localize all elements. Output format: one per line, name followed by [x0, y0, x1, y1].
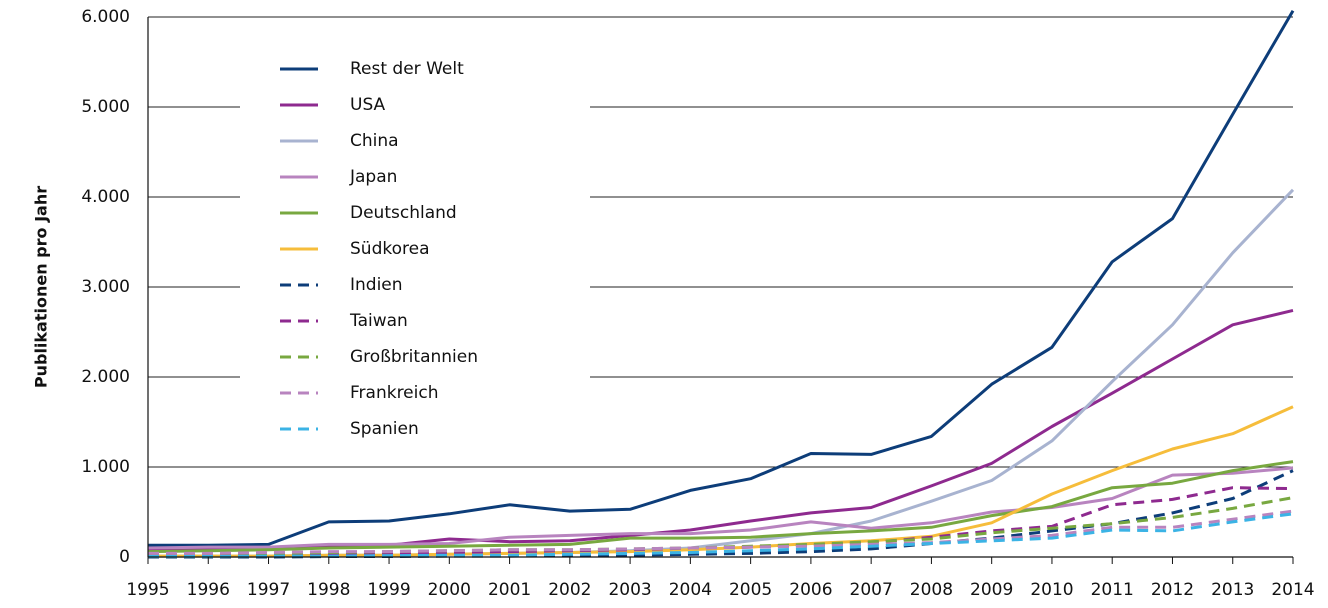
- legend-label: Großbritannien: [350, 347, 478, 367]
- series-line: [147, 308, 1294, 552]
- legend-label: Indien: [350, 275, 403, 295]
- x-tick-label: 1996: [187, 580, 230, 600]
- x-tick-label: 2003: [608, 580, 651, 600]
- series-line: [148, 512, 1294, 559]
- y-axis-label: Publikationen pro Jahr: [32, 186, 51, 388]
- legend-label: Taiwan: [349, 311, 408, 331]
- series-line: [148, 509, 1294, 555]
- y-tick-label: 0: [119, 547, 130, 567]
- y-tick-label: 5.000: [81, 97, 130, 117]
- x-tick-label: 2013: [1211, 580, 1254, 600]
- legend-label: Südkorea: [350, 239, 430, 259]
- x-tick-label: 2005: [729, 580, 772, 600]
- x-tick-label: 2001: [488, 580, 531, 600]
- x-tick-label: 2000: [428, 580, 471, 600]
- y-tick-label: 4.000: [81, 187, 130, 207]
- x-tick-label: 2002: [548, 580, 591, 600]
- x-tick-label: 2009: [970, 580, 1013, 600]
- x-tick-label: 2012: [1151, 580, 1194, 600]
- legend-label: USA: [350, 95, 386, 115]
- x-tick-label: 1997: [247, 580, 290, 600]
- legend-label: Rest der Welt: [350, 59, 464, 79]
- x-tick-label: 2010: [1030, 580, 1073, 600]
- y-tick-label: 2.000: [81, 367, 130, 387]
- x-tick-label: 2007: [850, 580, 893, 600]
- x-tick-label: 2014: [1271, 580, 1314, 600]
- legend-label: Japan: [349, 167, 397, 187]
- series-line: [148, 486, 1294, 558]
- legend-label: Spanien: [350, 419, 419, 439]
- series-line: [147, 460, 1294, 554]
- y-tick-label: 3.000: [81, 277, 130, 297]
- lines: [147, 9, 1295, 559]
- legend-box: [240, 44, 590, 448]
- series-line: [148, 9, 1295, 547]
- x-tick-label: 1999: [367, 580, 410, 600]
- legend-label: China: [350, 131, 399, 151]
- legend: Rest der Welt USA China Japan Deutschland Süd…: [280, 59, 478, 439]
- legend-label: Deutschland: [350, 203, 457, 223]
- axes: 0 1.000 2.000 3.000 4.000 5.000 6.000 1995 1996 1…: [81, 7, 1314, 600]
- x-tick-label: 2011: [1091, 580, 1134, 600]
- x-tick-label: 1998: [307, 580, 350, 600]
- legend-label: Frankreich: [350, 383, 439, 403]
- series-line: [147, 466, 1294, 550]
- x-tick-label: 2004: [669, 580, 712, 600]
- x-tick-label: 1995: [126, 580, 169, 600]
- y-tick-label: 6.000: [81, 7, 130, 27]
- y-tick-label: 1.000: [81, 457, 130, 477]
- x-tick-label: 2008: [910, 580, 953, 600]
- x-tick-label: 2006: [789, 580, 832, 600]
